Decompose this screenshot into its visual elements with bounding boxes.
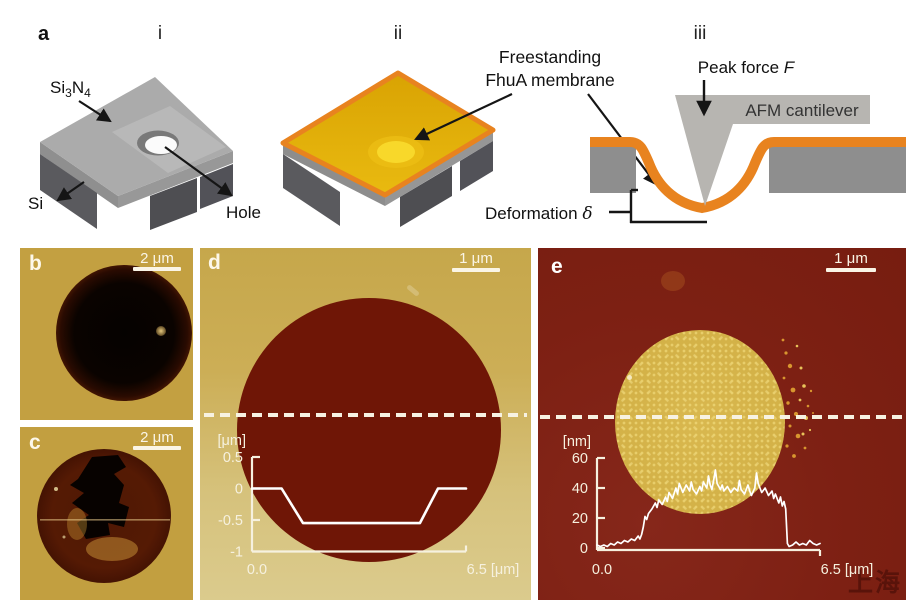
cross-section-iii: AFM cantilever Peak force F Deformation …: [485, 58, 906, 224]
y-tick-label: 0: [235, 482, 243, 498]
membrane-top-face: [280, 70, 496, 198]
membrane-label-line2: FhuA membrane: [485, 70, 614, 90]
panel-b-label: b: [29, 252, 42, 275]
scale-bar: [133, 446, 181, 450]
profile-curve: [596, 469, 821, 548]
afm-cantilever: [675, 95, 870, 206]
deformation-bracket: [609, 188, 707, 224]
y-tick-label: 0.5: [223, 450, 243, 466]
afm-image-b-open-hole: b 2 μm: [20, 248, 193, 420]
height-profile-inset-e: 60 40 20 0 [nm] 0.0 6.5 [μm]: [563, 434, 874, 578]
scale-bar-label: 1 μm: [834, 250, 868, 267]
y-tick-label: 60: [572, 451, 588, 467]
membrane-arrow-left: [414, 93, 513, 141]
ruptured-membrane-detail: [40, 455, 170, 561]
scale-bar: [452, 268, 500, 272]
y-axis-unit-label: [μm]: [218, 433, 247, 449]
y-tick-label: 0: [580, 541, 588, 557]
x-min-label: 0.0: [247, 562, 267, 578]
scale-bar: [826, 268, 876, 272]
freestanding-membrane-spot: [377, 141, 415, 163]
bright-speck: [54, 487, 58, 491]
section-dashed-line: [204, 413, 527, 417]
chip-schematic-ii: [280, 70, 496, 227]
chip-schematic-i: Si3N4 Si Hole: [28, 77, 261, 230]
rupture-black-blob: [70, 455, 129, 539]
debris-dot: [156, 326, 166, 336]
peak-force-label: Peak force F: [698, 58, 796, 77]
si-leg-front: [400, 166, 452, 227]
scale-bar-label: 1 μm: [459, 250, 493, 267]
afm-image-c-ruptured-membrane: c 2 μm: [20, 427, 193, 600]
membrane-layer: [590, 137, 906, 214]
profile-curve: [250, 487, 468, 525]
hole-dark-circle: [56, 265, 192, 401]
substrate-right: [769, 147, 906, 193]
hole-label: Hole: [226, 203, 261, 222]
panel-c-label: c: [29, 431, 41, 454]
panel-d-label: d: [208, 251, 221, 274]
surface-smudge: [661, 271, 685, 291]
schematic-i-label: i: [158, 23, 162, 44]
x-min-label: 0.0: [592, 562, 612, 578]
deformation-label: Deformation δ: [485, 204, 593, 224]
si-leg-front: [150, 178, 197, 230]
substrate-left: [590, 147, 636, 193]
si-leg-right: [460, 141, 493, 191]
hole-arrow: [164, 146, 233, 197]
watermark-text: 上海: [848, 569, 903, 597]
si3n4-arrow: [78, 100, 112, 123]
chip-side-right: [118, 151, 233, 208]
bright-speck: [62, 535, 66, 539]
membrane-label-line1: Freestanding: [499, 47, 601, 67]
si-label: Si: [28, 194, 43, 213]
afm-cantilever-label: AFM cantilever: [745, 101, 859, 120]
membrane-remnant-patch: [67, 508, 87, 540]
scale-bar-label: 2 μm: [140, 429, 174, 446]
schematic-ii-label: ii: [394, 23, 402, 44]
si-leg-left: [283, 154, 340, 226]
si3n4-label: Si3N4: [50, 78, 91, 100]
schematic-iii-label: iii: [694, 23, 707, 44]
y-tick-label: -1: [230, 545, 243, 561]
hole-dark-circle: [237, 298, 501, 562]
x-max-label: 6.5 [μm]: [821, 562, 874, 578]
height-profile-inset-d: 0.5 0 -0.5 -1 [μm] 0.0 6.5 [μm]: [218, 433, 520, 578]
afm-image-e-covered-hole: 上海 60 40 20 0 [nm] 0.0 6.5 [μm] e 1 μm: [538, 248, 906, 600]
afm-image-d-open-hole-large: 0.5 0 -0.5 -1 [μm] 0.0 6.5 [μm] d 1 μm: [200, 248, 531, 600]
panel-a-schematic: a i ii iii Si3N4 Si Hole: [28, 23, 906, 230]
x-max-label: 6.5 [μm]: [467, 562, 520, 578]
panel-e-label: e: [551, 255, 563, 278]
si-leg-right: [200, 164, 233, 209]
y-axis-unit-label: [nm]: [563, 434, 591, 450]
chip-side-left: [40, 142, 118, 208]
membrane-patch-circle: [615, 330, 785, 514]
si-arrow: [56, 181, 85, 202]
y-tick-label: 20: [572, 511, 588, 527]
panel-a-label: a: [38, 23, 50, 45]
membrane-remnant-patch: [86, 537, 138, 561]
y-tick-label: 40: [572, 481, 588, 497]
bright-speck: [627, 375, 632, 380]
section-dashed-line: [540, 415, 904, 419]
scan-line-artifact: [40, 519, 170, 521]
scale-bar-label: 2 μm: [140, 250, 174, 267]
scale-bar: [133, 267, 181, 271]
y-tick-label: -0.5: [218, 513, 243, 529]
